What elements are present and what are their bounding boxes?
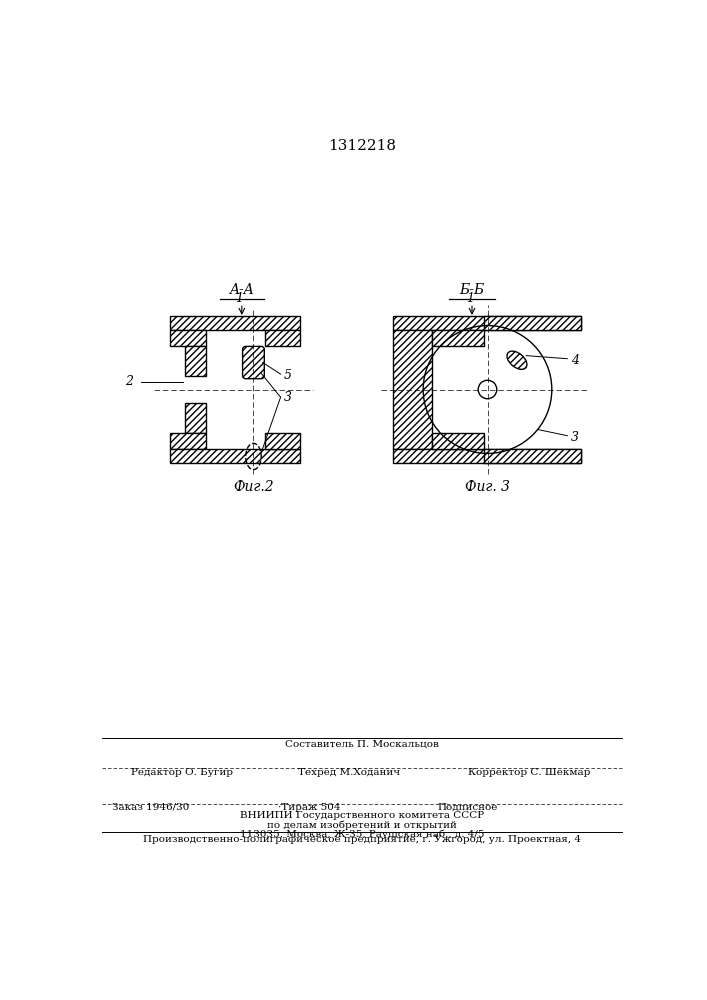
Polygon shape [185, 403, 206, 433]
Polygon shape [432, 330, 484, 346]
FancyBboxPatch shape [243, 346, 264, 379]
Polygon shape [265, 330, 300, 346]
Text: 1: 1 [235, 292, 243, 305]
Text: Фиг. 3: Фиг. 3 [465, 480, 510, 494]
Text: Б-Б: Б-Б [460, 283, 484, 297]
Text: Фиг.2: Фиг.2 [233, 480, 274, 494]
Text: 5: 5 [284, 369, 292, 382]
Text: 3: 3 [571, 431, 579, 444]
Text: по делам изобретений и открытий: по делам изобретений и открытий [267, 821, 457, 830]
Text: 2: 2 [125, 375, 134, 388]
Text: Заказ 1946/30: Заказ 1946/30 [112, 803, 189, 812]
Text: 3: 3 [284, 391, 292, 404]
Text: 113035, Москва, Ж-35, Раушская наб., д. 4/5: 113035, Москва, Ж-35, Раушская наб., д. … [240, 830, 484, 839]
Polygon shape [484, 316, 580, 330]
Polygon shape [170, 330, 206, 346]
Polygon shape [170, 433, 206, 449]
Polygon shape [484, 449, 580, 463]
Polygon shape [393, 449, 580, 463]
Polygon shape [170, 449, 300, 463]
Polygon shape [185, 346, 206, 376]
Polygon shape [432, 433, 484, 449]
Ellipse shape [507, 351, 527, 369]
Text: 1312218: 1312218 [328, 139, 396, 153]
Text: ·Тираж 504: ·Тираж 504 [279, 803, 341, 812]
Polygon shape [393, 316, 580, 330]
Text: 1: 1 [466, 292, 474, 305]
Text: Редактор О. Бугир: Редактор О. Бугир [131, 768, 233, 777]
Text: A-A: A-A [230, 283, 255, 297]
Text: Составитель П. Москальцов: Составитель П. Москальцов [285, 739, 439, 748]
Polygon shape [393, 330, 432, 449]
Text: 4: 4 [571, 354, 579, 367]
Polygon shape [170, 316, 300, 330]
Text: ВНИИПИ Государственного комитета СССР: ВНИИПИ Государственного комитета СССР [240, 811, 484, 820]
Polygon shape [265, 433, 300, 449]
Text: Корректор С. Шекмар: Корректор С. Шекмар [468, 768, 590, 777]
Text: Техред М.Ходанич: Техред М.Ходанич [298, 768, 399, 777]
Text: Подписное: Подписное [437, 803, 498, 812]
Text: Производственно-полиграфическое предприятие, г. Ужгород, ул. Проектная, 4: Производственно-полиграфическое предприя… [143, 835, 581, 844]
